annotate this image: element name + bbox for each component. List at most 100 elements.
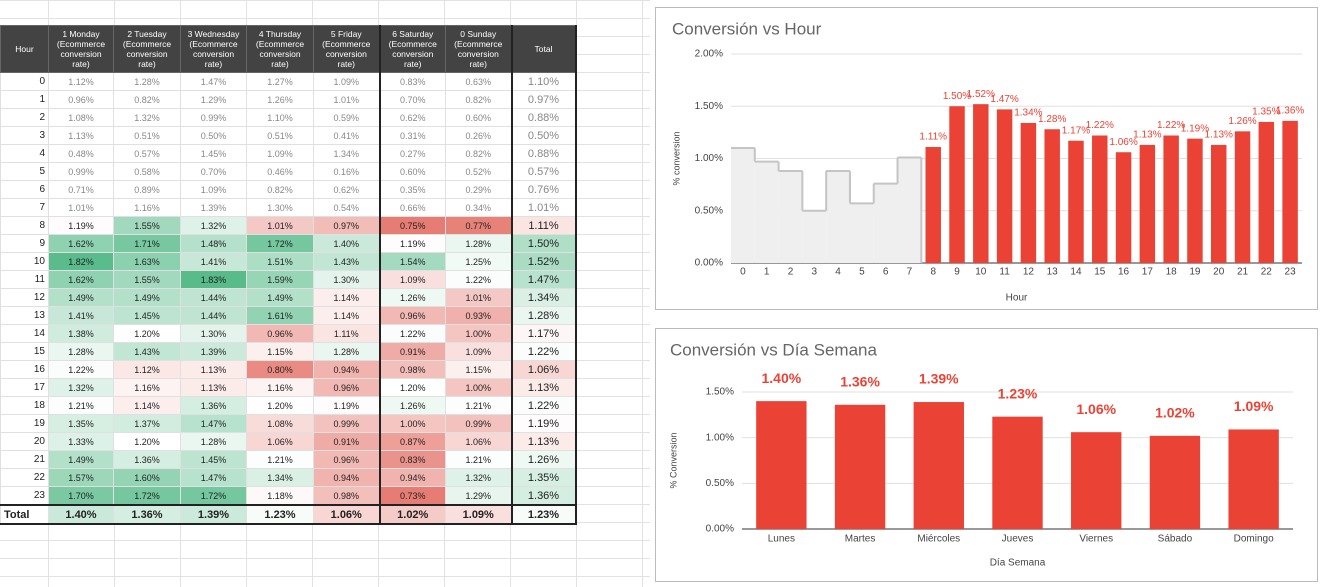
cell: 1.21% xyxy=(445,396,512,415)
cell: 0.93% xyxy=(445,306,512,325)
y-tick-label: 1.50% xyxy=(706,387,734,398)
x-tick-label: Viernes xyxy=(1079,534,1113,545)
x-tick-label: 15 xyxy=(1094,267,1106,278)
cell: 1.26% xyxy=(378,288,446,307)
bar xyxy=(992,416,1043,529)
cell: 1.52% xyxy=(510,252,577,271)
table-row: 18 1.21% 1.14% 1.36% 1.20% 1.19% 1.26% 1.21% 1.2… xyxy=(0,396,577,415)
cell: 1.09% xyxy=(378,270,446,289)
table-row: 3 1.13% 0.51% 0.50% 0.51% 0.41% 0.31% 0.26% 0.50… xyxy=(0,126,577,145)
table-row: 5 0.99% 0.58% 0.70% 0.46% 0.16% 0.60% 0.52% 0.57… xyxy=(0,162,577,181)
cell: 0.48% xyxy=(48,144,114,163)
x-tick-label: 8 xyxy=(930,267,936,278)
row-header: 0 xyxy=(0,72,49,91)
cell: 0.82% xyxy=(113,90,181,109)
x-tick-label: 14 xyxy=(1070,267,1082,278)
cell: 0.35% xyxy=(378,180,446,199)
cell: 1.30% xyxy=(313,270,380,289)
cell: 1.22% xyxy=(510,342,577,361)
cell: 1.10% xyxy=(510,72,577,91)
cell: 1.19% xyxy=(378,234,446,253)
table-row: 14 1.38% 1.20% 1.30% 0.96% 1.11% 1.22% 1.00% 1.1… xyxy=(0,324,577,343)
table-row: 22 1.57% 1.60% 1.47% 1.34% 0.94% 0.94% 1.32% 1.3… xyxy=(0,468,577,487)
table-row: 19 1.35% 1.37% 1.47% 1.08% 0.99% 1.00% 0.99% 1.1… xyxy=(0,414,577,433)
cell: 1.36% xyxy=(113,450,181,469)
cell: 0.82% xyxy=(445,144,512,163)
cell: 0.94% xyxy=(313,468,380,487)
cell: 0.96% xyxy=(246,324,314,343)
data-label: 1.36% xyxy=(1276,106,1304,117)
x-tick-label: 4 xyxy=(835,267,841,278)
cell: 1.18% xyxy=(246,486,314,506)
row-header: 3 xyxy=(0,126,49,145)
cell: 1.35% xyxy=(510,468,577,487)
bar xyxy=(1044,129,1060,263)
cell: 1.41% xyxy=(48,306,114,325)
table-row: 8 1.19% 1.55% 1.32% 1.01% 0.97% 0.75% 0.77% 1.11… xyxy=(0,216,577,235)
table-row: 7 1.01% 1.16% 1.39% 1.30% 0.54% 0.66% 0.34% 1.01… xyxy=(0,198,577,217)
x-tick-label: 7 xyxy=(907,267,913,278)
row-header: 16 xyxy=(0,360,49,379)
cell: 0.60% xyxy=(378,162,446,181)
cell: 1.09% xyxy=(445,504,512,525)
column-header: 2 Tuesday (Ecommerce conversion rate) xyxy=(113,25,181,73)
cell: 1.62% xyxy=(48,234,114,253)
data-label: 1.47% xyxy=(990,94,1018,105)
cell: 1.09% xyxy=(246,144,314,163)
cell: 1.16% xyxy=(113,378,181,397)
data-label: 1.17% xyxy=(1062,125,1090,136)
cell: 1.57% xyxy=(48,468,114,487)
cell: 1.72% xyxy=(180,486,247,506)
cell: 1.36% xyxy=(180,396,247,415)
bar xyxy=(1228,429,1279,529)
cell: 0.60% xyxy=(445,108,512,127)
cell: 1.40% xyxy=(48,504,114,525)
column-header: 0 Sunday (Ecommerce conversion rate) xyxy=(445,25,512,73)
cell: 1.45% xyxy=(180,144,247,163)
cell: 0.66% xyxy=(378,198,446,217)
cell: 0.76% xyxy=(510,180,577,199)
cell: 1.36% xyxy=(113,504,181,525)
cell: 1.00% xyxy=(445,378,512,397)
data-label: 1.23% xyxy=(998,385,1038,401)
cell: 0.34% xyxy=(445,198,512,217)
data-label: 1.50% xyxy=(943,91,971,102)
bar xyxy=(1234,131,1251,263)
row-header: 15 xyxy=(0,342,49,361)
spreadsheet: Hour 1 Monday (Ecommerce conversion rate)… xyxy=(0,0,650,587)
x-tick-label: 19 xyxy=(1189,267,1201,278)
cell: 1.26% xyxy=(510,450,577,469)
x-tick-label: 20 xyxy=(1213,267,1225,278)
cell: 1.09% xyxy=(313,72,380,91)
cell: 0.87% xyxy=(378,432,446,451)
cell: 0.88% xyxy=(510,108,577,127)
y-tick-label: 0.00% xyxy=(706,524,734,535)
data-label: 1.22% xyxy=(1157,120,1185,131)
x-axis-title: Día Semana xyxy=(990,558,1046,569)
bar xyxy=(973,104,989,263)
column-header: Total xyxy=(510,25,577,73)
row-header: Total xyxy=(0,504,49,525)
row-header: 12 xyxy=(0,288,49,307)
cell: 1.49% xyxy=(48,288,114,307)
cell: 1.28% xyxy=(510,306,577,325)
bar xyxy=(834,404,886,529)
cell: 1.20% xyxy=(246,396,314,415)
cell: 1.39% xyxy=(180,198,247,217)
cell: 0.31% xyxy=(378,126,446,145)
cell: 1.32% xyxy=(180,216,247,235)
cell: 0.63% xyxy=(445,72,512,91)
y-axis-title: % Conversion xyxy=(668,432,678,488)
x-tick-label: 16 xyxy=(1118,267,1130,278)
cell: 0.26% xyxy=(445,126,512,145)
cell: 0.91% xyxy=(378,342,446,361)
cell: 1.62% xyxy=(48,270,114,289)
step-area xyxy=(849,203,874,263)
cell: 1.28% xyxy=(48,342,114,361)
x-axis-title: Hour xyxy=(1006,293,1028,304)
cell: 1.45% xyxy=(113,306,181,325)
bar xyxy=(1071,432,1122,529)
cell: 1.11% xyxy=(510,216,577,235)
cell: 1.35% xyxy=(48,414,114,433)
